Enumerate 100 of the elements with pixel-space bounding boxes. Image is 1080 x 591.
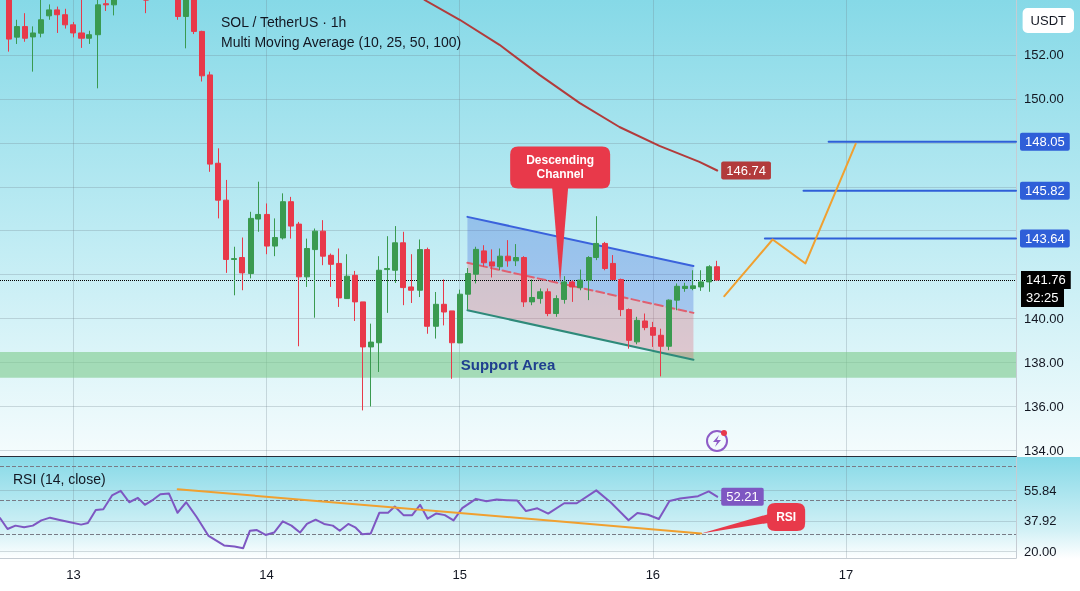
candlestick: [481, 244, 487, 268]
candlestick: [183, 0, 189, 49]
candlestick: [690, 269, 696, 291]
y-tick-label: 140.00: [1024, 311, 1064, 327]
candlestick: [602, 241, 608, 271]
annotation: RSI: [776, 509, 797, 524]
candlestick: [70, 21, 76, 38]
candlestick: [38, 0, 44, 38]
candlestick: [682, 282, 688, 293]
y-tick-label: 138.00: [1024, 355, 1064, 371]
candlestick: [626, 307, 632, 350]
candlestick: [392, 225, 398, 284]
candlestick: [650, 321, 656, 348]
candlestick: [103, 0, 109, 12]
candlestick: [111, 0, 117, 16]
candlestick: [449, 310, 455, 380]
candlestick: [191, 0, 197, 35]
candlestick: [666, 298, 672, 351]
band-label: Support Area: [460, 356, 556, 374]
x-tick-label: 17: [838, 567, 854, 582]
data-label: 145.82: [1025, 183, 1065, 199]
text: RSI (14, close): [13, 471, 106, 487]
candlestick: [521, 255, 527, 308]
candlestick: [175, 0, 181, 21]
y-tick-label: 150.00: [1024, 91, 1064, 107]
candlestick: [264, 202, 270, 255]
annotation: Descending Channel: [525, 153, 596, 182]
candlestick: [384, 235, 390, 314]
candlestick: [553, 294, 559, 318]
candlestick: [6, 0, 12, 53]
candlestick: [360, 301, 366, 411]
candlestick: [296, 221, 302, 347]
candlestick: [336, 247, 342, 308]
y-tick-label: 55.84: [1024, 482, 1057, 498]
line-series: [0, 489, 719, 550]
data-label: 146.74: [726, 163, 766, 178]
candlestick: [441, 278, 447, 326]
candlestick: [199, 30, 205, 83]
text: SOL / TetherUS · 1h: [221, 14, 347, 30]
data-label: 143.64: [1025, 231, 1065, 247]
candlestick: [86, 30, 92, 45]
candlestick: [417, 238, 423, 298]
candlestick: [537, 287, 543, 305]
candlestick: [642, 313, 648, 331]
candlestick: [344, 253, 350, 300]
data-label: 52.21: [726, 489, 759, 505]
candlestick: [288, 196, 294, 240]
text: Multi Moving Average (10, 25, 50, 100): [221, 34, 462, 50]
candlestick: [424, 247, 430, 335]
candlestick: [231, 246, 237, 296]
candlestick: [658, 328, 664, 377]
x-tick-label: 15: [452, 567, 467, 582]
candlestick: [505, 239, 511, 268]
y-tick-label: 152.00: [1024, 47, 1064, 63]
candlestick: [545, 287, 551, 317]
candlestick: [634, 316, 640, 345]
candlestick: [497, 247, 503, 271]
line-series: [723, 142, 857, 298]
candlestick: [569, 279, 575, 303]
candlestick: [457, 289, 463, 344]
candlestick: [352, 270, 358, 322]
y-tick-label: 37.92: [1024, 513, 1057, 529]
candlestick: [610, 254, 616, 281]
candlestick: [320, 219, 326, 266]
candlestick: [473, 246, 479, 284]
candlestick: [312, 228, 318, 319]
candlestick: [328, 253, 334, 288]
candlestick: [698, 269, 704, 292]
candlestick: [529, 278, 535, 306]
y-tick-label: 136.00: [1024, 398, 1064, 414]
y-tick-label: 134.00: [1024, 442, 1064, 458]
x-tick-label: 13: [66, 567, 81, 582]
candlestick: [577, 269, 583, 291]
candlestick: [376, 255, 382, 373]
candlestick: [22, 12, 28, 43]
data-label: 148.05: [1025, 134, 1065, 150]
candlestick: [30, 25, 36, 73]
candlestick: [706, 264, 712, 293]
candlestick: [143, 0, 149, 14]
candlestick: [280, 192, 286, 240]
candlestick: [304, 238, 310, 288]
candlestick: [272, 217, 278, 257]
candlestick: [46, 3, 52, 21]
text: 32:25: [1021, 288, 1064, 307]
candlestick: [674, 282, 680, 311]
candlestick: [368, 323, 374, 407]
x-tick-label: 14: [259, 567, 274, 582]
y-axis-title: USDT: [1030, 13, 1067, 28]
candlestick: [618, 278, 624, 317]
candlestick: [54, 6, 60, 34]
candlestick: [465, 267, 471, 311]
candlestick: [561, 275, 567, 305]
candlestick: [207, 71, 213, 173]
candlestick: [14, 19, 20, 45]
candlestick: [489, 248, 495, 278]
candlestick: [433, 291, 439, 340]
y-tick-label: 20.00: [1024, 543, 1057, 559]
ref-line-label: 141.76: [1026, 272, 1066, 288]
candlestick: [513, 243, 519, 267]
x-tick-label: 16: [645, 567, 661, 582]
